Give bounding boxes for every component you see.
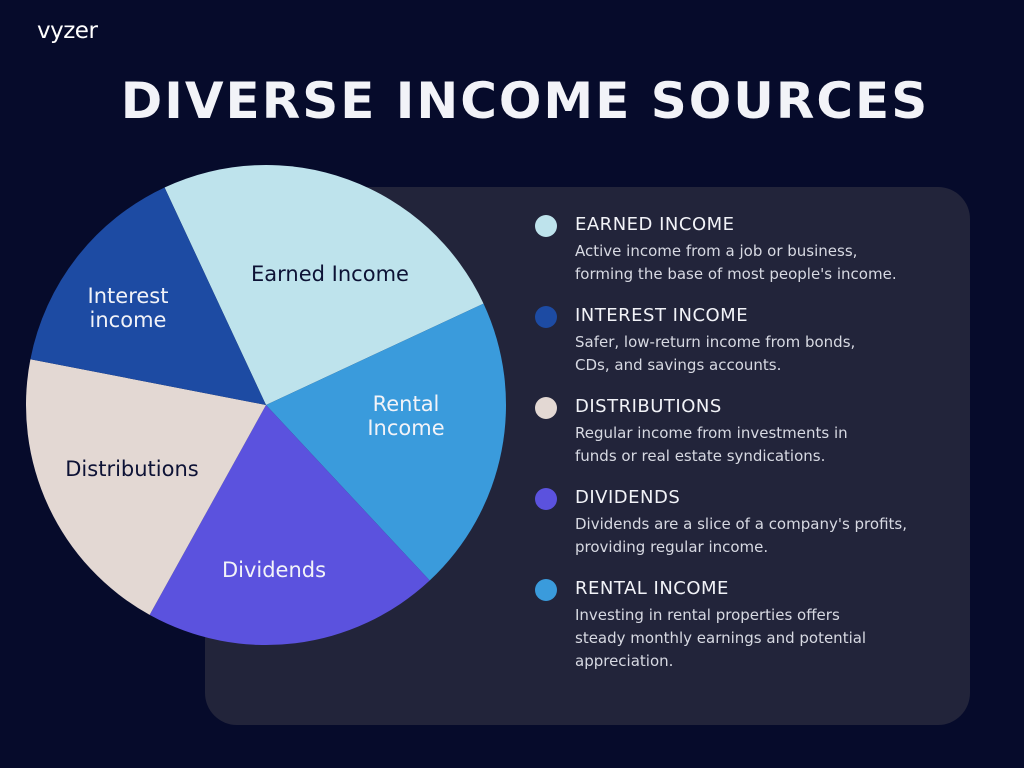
legend: EARNED INCOME Active income from a job or… (533, 212, 953, 690)
legend-description: Active income from a job or business, for… (575, 240, 953, 286)
legend-title: INTEREST INCOME (575, 305, 749, 326)
pie-label: Earned Income (251, 262, 409, 286)
legend-description-line: steady monthly earnings and potential (575, 629, 867, 647)
pie-label: Interest income (88, 284, 169, 332)
legend-item: DISTRIBUTIONS Regular income from investm… (533, 394, 953, 468)
legend-title: DISTRIBUTIONS (575, 396, 722, 417)
pie-slice-dividends (149, 405, 430, 646)
pie-slice-earned-income (164, 165, 484, 405)
legend-description: Dividends are a slice of a company's pro… (575, 513, 953, 559)
pie-label: Rental Income (367, 392, 444, 440)
legend-description: Investing in rental properties offers ste… (575, 604, 953, 673)
legend-item: RENTAL INCOME Investing in rental propert… (533, 576, 953, 673)
legend-description: Safer, low-return income from bonds, CDs,… (575, 331, 953, 377)
legend-dot-icon (535, 215, 557, 237)
legend-description: Regular income from investments in funds … (575, 422, 953, 468)
legend-dot-icon (535, 488, 557, 510)
legend-description-line: Dividends are a slice of a company's pro… (575, 515, 907, 533)
legend-dot-icon (535, 306, 557, 328)
legend-description-line: Regular income from investments in (575, 424, 848, 442)
pie-label: Distributions (65, 457, 198, 481)
legend-dot-icon (535, 579, 557, 601)
legend-item: EARNED INCOME Active income from a job or… (533, 212, 953, 286)
legend-item: DIVIDENDS Dividends are a slice of a comp… (533, 485, 953, 559)
legend-description-line: funds or real estate syndications. (575, 447, 826, 465)
pie-slice-rental-income (266, 303, 506, 581)
legend-description-line: appreciation. (575, 652, 674, 670)
legend-description-line: Active income from a job or business, (575, 242, 858, 260)
vyzer-logo: vyzer (37, 18, 98, 44)
legend-title: RENTAL INCOME (575, 578, 729, 599)
legend-description-line: Safer, low-return income from bonds, (575, 333, 856, 351)
legend-item: INTEREST INCOME Safer, low-return income … (533, 303, 953, 377)
pie-slice-distributions (26, 359, 267, 615)
legend-description-line: Investing in rental properties offers (575, 606, 840, 624)
legend-description-line: providing regular income. (575, 538, 769, 556)
legend-title: EARNED INCOME (575, 214, 735, 235)
legend-dot-icon (535, 397, 557, 419)
page-title: DIVERSE INCOME SOURCES (120, 72, 930, 130)
pie-label: Dividends (222, 558, 326, 582)
legend-title: DIVIDENDS (575, 487, 681, 508)
legend-description-line: CDs, and savings accounts. (575, 356, 782, 374)
legend-description-line: forming the base of most people's income… (575, 265, 897, 283)
pie-slice-interest-income (30, 187, 267, 405)
